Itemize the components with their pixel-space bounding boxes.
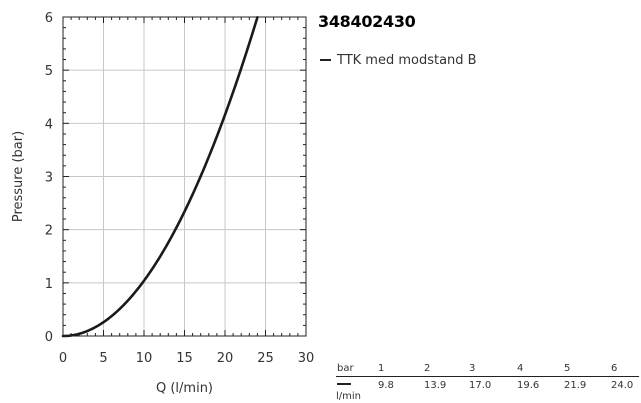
y-tick-label: 0 bbox=[45, 330, 53, 345]
chart-title: 348402430 bbox=[318, 12, 416, 31]
x-axis-label: Q (l/min) bbox=[156, 381, 213, 396]
legend-swatch bbox=[320, 58, 331, 61]
chart-series bbox=[61, 16, 259, 338]
y-tick-label: 1 bbox=[45, 277, 53, 292]
legend-series-label: TTK med modstand B bbox=[337, 53, 477, 68]
table-pressure-cell: 5 bbox=[564, 363, 571, 374]
table-row-header: bar bbox=[337, 363, 354, 374]
tick-labels: 0 5 10 15 20 25 30 0 1 2 3 4 5 6 bbox=[45, 11, 315, 366]
table-flow-cell: 17.0 bbox=[469, 380, 492, 391]
table-pressure-cell: 1 bbox=[378, 363, 385, 374]
table-pressure-cell: 3 bbox=[469, 363, 476, 374]
table-pressure-cell: 6 bbox=[611, 363, 618, 374]
x-tick-label: 25 bbox=[257, 351, 274, 366]
table-flow-cell: 24.0 bbox=[611, 380, 634, 391]
x-tick-label: 20 bbox=[217, 351, 234, 366]
pressure-flow-table: bar 1 2 3 4 5 6 l/min 9.8 13.9 17.0 19.6… bbox=[336, 363, 639, 403]
table-divider bbox=[336, 376, 639, 377]
table-value-row: l/min 9.8 13.9 17.0 19.6 21.9 24.0 bbox=[336, 377, 639, 403]
table-series-swatch bbox=[337, 383, 351, 385]
x-tick-label: 15 bbox=[176, 351, 193, 366]
table-flow-cell: 9.8 bbox=[378, 380, 394, 391]
y-tick-label: 5 bbox=[45, 64, 53, 79]
x-tick-label: 10 bbox=[136, 351, 153, 366]
y-tick-label: 4 bbox=[45, 117, 53, 132]
legend: TTK med modstand B bbox=[320, 53, 477, 68]
table-unit-label: l/min bbox=[336, 391, 362, 402]
table-flow-cell: 19.6 bbox=[517, 380, 540, 391]
x-tick-label: 5 bbox=[99, 351, 107, 366]
table-flow-cell: 13.9 bbox=[424, 380, 447, 391]
plot-frame bbox=[62, 16, 307, 337]
table-flow-cell: 21.9 bbox=[564, 380, 587, 391]
x-tick-label: 30 bbox=[298, 351, 315, 366]
x-tick-label: 0 bbox=[59, 351, 67, 366]
table-pressure-cell: 2 bbox=[424, 363, 431, 374]
table-header-row: bar 1 2 3 4 5 6 bbox=[336, 363, 639, 377]
y-tick-label: 6 bbox=[45, 11, 53, 26]
y-tick-label: 3 bbox=[45, 171, 53, 186]
chart-grid bbox=[63, 17, 306, 336]
table-pressure-cell: 4 bbox=[517, 363, 524, 374]
y-axis-label: Pressure (bar) bbox=[11, 131, 26, 222]
y-tick-label: 2 bbox=[45, 224, 53, 239]
series-line bbox=[61, 16, 259, 338]
